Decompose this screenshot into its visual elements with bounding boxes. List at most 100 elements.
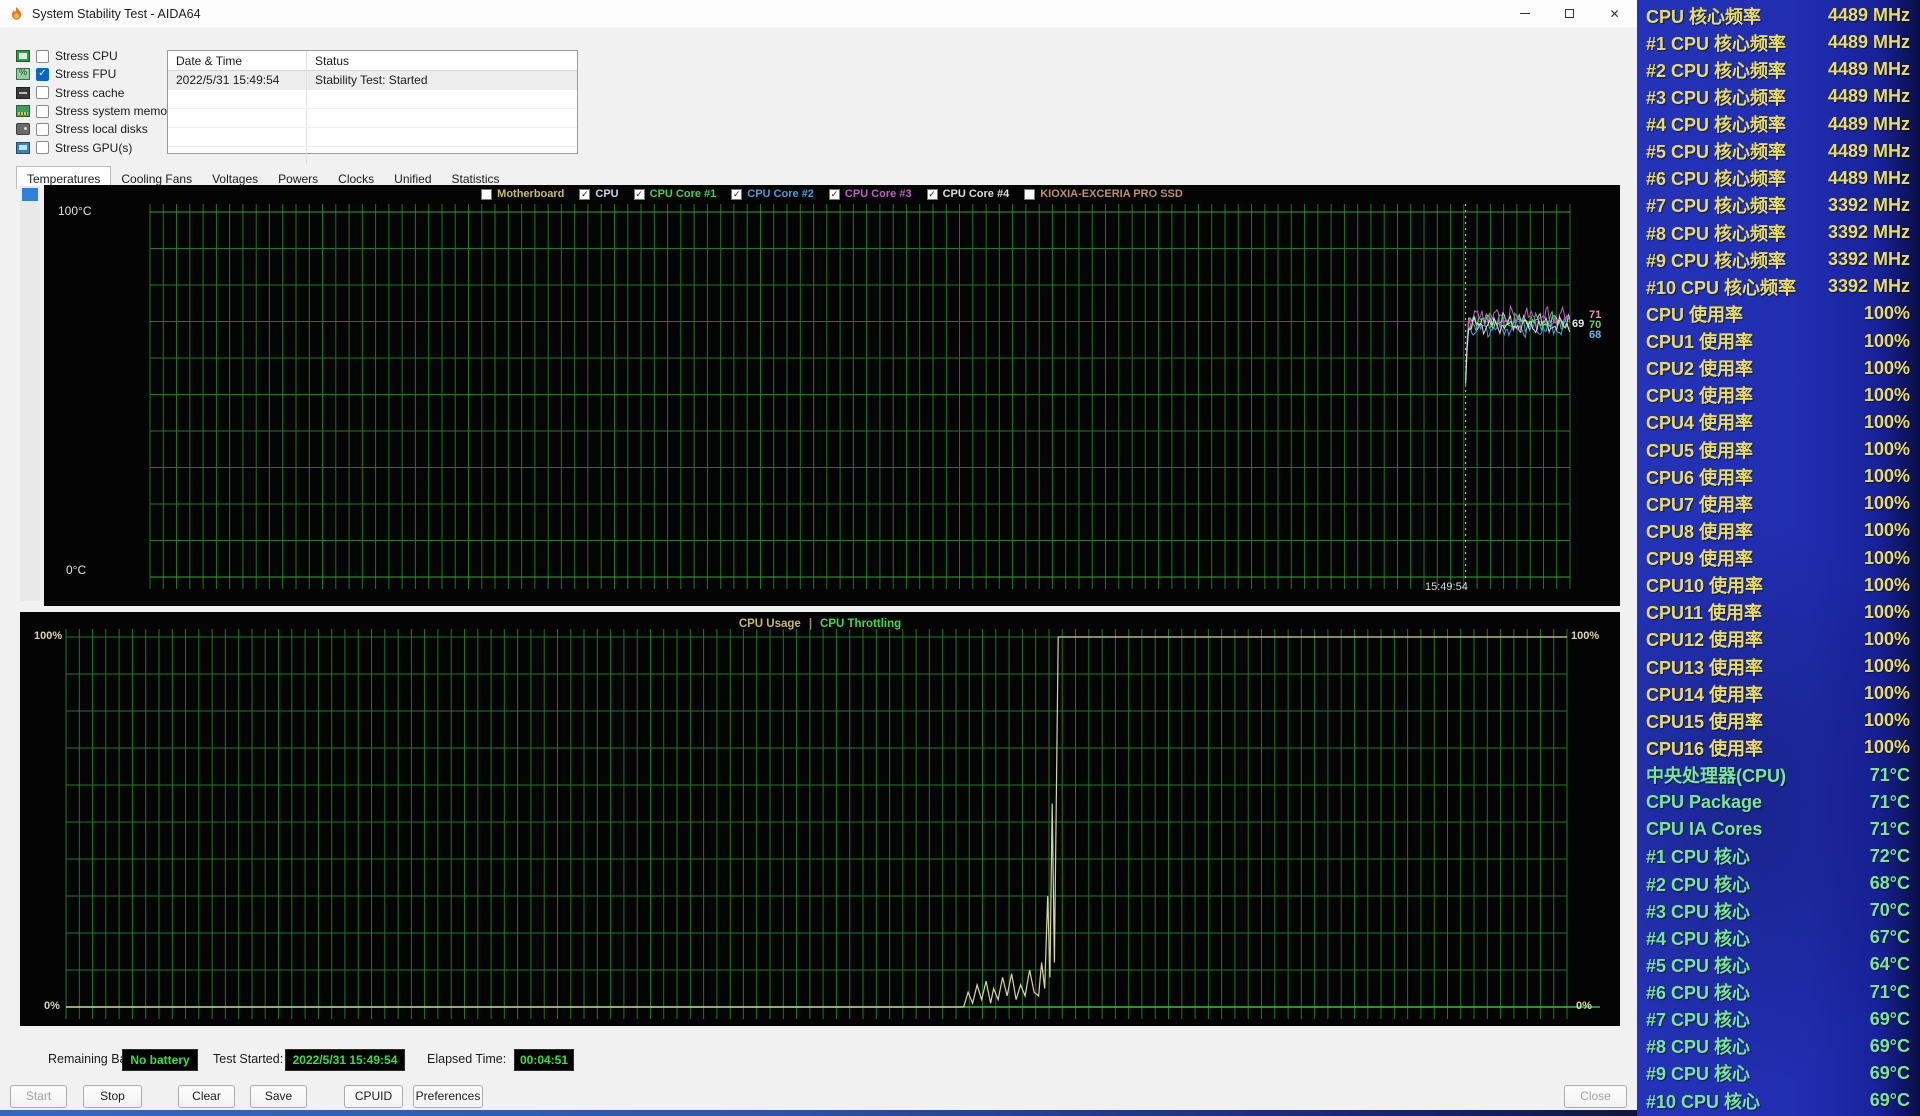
- sidebar-row: #9 CPU 核心 69°C: [1637, 1060, 1920, 1087]
- minimize-icon: [1519, 13, 1530, 14]
- stress-option-checkbox[interactable]: [36, 104, 49, 118]
- stress-option-label: Stress CPU: [55, 49, 118, 64]
- stress-option-row: Stress CPU: [16, 47, 177, 65]
- stress-option-checkbox[interactable]: [36, 122, 49, 136]
- sidebar-row-value: 100%: [1863, 628, 1910, 649]
- legend-item[interactable]: ✓ CPU: [579, 188, 619, 200]
- sidebar-row-value: 100%: [1863, 520, 1910, 541]
- sidebar-row-value: 3392 MHz: [1827, 222, 1910, 243]
- sidebar-row: #7 CPU 核心 69°C: [1637, 1006, 1920, 1033]
- maximize-button[interactable]: [1547, 0, 1592, 27]
- tab-voltages[interactable]: Voltages: [212, 172, 259, 186]
- sidebar-row: CPU12 使用率 100%: [1637, 626, 1920, 653]
- sidebar-row: #2 CPU 核心 68°C: [1637, 870, 1920, 897]
- sidebar-row-label: CPU1 使用率: [1646, 332, 1754, 353]
- temp-chart-scrollbar[interactable]: [20, 186, 40, 601]
- titlebar: System Stability Test - AIDA64 ✕: [0, 0, 1637, 27]
- legend-item[interactable]: ✓ CPU Core #2: [731, 188, 814, 200]
- log-cell-empty: [168, 147, 307, 165]
- sidebar-row-label: #3 CPU 核心频率: [1646, 87, 1787, 108]
- sidebar-row-value: 100%: [1863, 574, 1910, 595]
- sidebar-row-value: 69°C: [1869, 1090, 1910, 1111]
- stress-option-checkbox[interactable]: [36, 141, 49, 155]
- tab-cooling-fans[interactable]: Cooling Fans: [121, 172, 193, 186]
- legend-checkbox[interactable]: ✓: [579, 188, 591, 200]
- sidebar-row: CPU1 使用率 100%: [1637, 328, 1920, 355]
- scrollbar-thumb[interactable]: [22, 188, 38, 201]
- stress-option-checkbox[interactable]: ✓: [36, 67, 49, 81]
- tab-temperatures[interactable]: Temperatures: [16, 166, 112, 189]
- legend-checkbox[interactable]: ✓: [926, 188, 938, 200]
- save-button[interactable]: Save: [250, 1085, 307, 1108]
- sidebar-row-label: #4 CPU 核心: [1646, 928, 1751, 949]
- legend-item[interactable]: ✓ CPU Core #3: [828, 188, 912, 200]
- stress-option-checkbox[interactable]: [36, 49, 49, 63]
- fpu-icon: [16, 67, 30, 81]
- usage-chart-title: CPU Usage | CPU Throttling: [20, 618, 1620, 630]
- column-header-status[interactable]: Status: [315, 54, 350, 68]
- tab-unified[interactable]: Unified: [394, 172, 432, 186]
- legend-label: CPU Core #3: [844, 188, 912, 200]
- legend-checkbox[interactable]: ✓: [731, 188, 743, 200]
- stress-option-row: Stress GPU(s): [16, 138, 177, 156]
- log-table-empty-row: [168, 128, 577, 147]
- cpuid-button[interactable]: CPUID: [344, 1085, 403, 1108]
- sidebar-row: CPU IA Cores 71°C: [1637, 816, 1920, 843]
- sidebar-row: #7 CPU 核心频率 3392 MHz: [1637, 192, 1920, 219]
- sidebar-row: CPU9 使用率 100%: [1637, 545, 1920, 572]
- close-button[interactable]: Close: [1564, 1085, 1627, 1108]
- temp-axis-max-label: 100°C: [58, 204, 92, 218]
- clear-button[interactable]: Clear: [178, 1085, 235, 1108]
- sidebar-row: CPU11 使用率 100%: [1637, 599, 1920, 626]
- stress-option-checkbox[interactable]: [36, 86, 49, 100]
- tab-clocks[interactable]: Clocks: [338, 172, 375, 186]
- sidebar-row: #8 CPU 核心 69°C: [1637, 1033, 1920, 1060]
- sidebar-row-value: 67°C: [1869, 927, 1910, 948]
- sidebar-row-label: CPU Package: [1646, 791, 1763, 812]
- window-controls: ✕: [1502, 0, 1637, 27]
- stop-button[interactable]: Stop: [83, 1085, 142, 1108]
- sidebar-row: CPU14 使用率 100%: [1637, 680, 1920, 707]
- legend-item[interactable]: ✓ CPU Core #4: [926, 188, 1009, 200]
- sidebar-row-value: 4489 MHz: [1827, 5, 1910, 26]
- legend-label: CPU: [595, 188, 619, 200]
- sidebar-row: CPU8 使用率 100%: [1637, 517, 1920, 544]
- sidebar-row-value: 100%: [1863, 547, 1910, 568]
- sidebar-row-label: CPU5 使用率: [1646, 440, 1754, 461]
- sidebar-row: #2 CPU 核心频率 4489 MHz: [1637, 56, 1920, 83]
- stress-option-row: ✓ Stress FPU: [16, 65, 177, 83]
- close-window-button[interactable]: ✕: [1592, 0, 1637, 27]
- sidebar-row-value: 100%: [1863, 439, 1910, 460]
- log-cell-empty: [168, 90, 307, 108]
- preferences-button[interactable]: Preferences: [413, 1085, 483, 1108]
- legend-checkbox[interactable]: ✓: [828, 188, 840, 200]
- sidebar-row-label: CPU9 使用率: [1646, 549, 1754, 570]
- sidebar-row: #5 CPU 核心频率 4489 MHz: [1637, 138, 1920, 165]
- column-header-date-time[interactable]: Date & Time: [168, 51, 307, 70]
- sidebar-row-label: CPU6 使用率: [1646, 467, 1754, 488]
- sidebar-row-value: 100%: [1863, 330, 1910, 351]
- stress-option-label: Stress FPU: [55, 67, 117, 82]
- sidebar-row: #3 CPU 核心 70°C: [1637, 897, 1920, 924]
- legend-checkbox[interactable]: [1024, 188, 1036, 200]
- sidebar-row: #4 CPU 核心频率 4489 MHz: [1637, 111, 1920, 138]
- minimize-button[interactable]: [1502, 0, 1547, 27]
- temp-axis-min-label: 0°C: [66, 563, 87, 577]
- sidebar-row: #8 CPU 核心频率 3392 MHz: [1637, 219, 1920, 246]
- legend-checkbox[interactable]: [481, 188, 493, 200]
- sidebar-row: #4 CPU 核心 67°C: [1637, 924, 1920, 951]
- osd-sidebar: CPU 核心频率 4489 MHz #1 CPU 核心频率 4489 MHz #2 CP…: [1637, 0, 1920, 1116]
- tab-powers[interactable]: Powers: [278, 172, 319, 186]
- legend-checkbox[interactable]: ✓: [633, 188, 645, 200]
- sidebar-row: CPU Package 71°C: [1637, 789, 1920, 816]
- sidebar-row: #5 CPU 核心 64°C: [1637, 951, 1920, 978]
- log-table-body: 2022/5/31 15:49:54 Stability Test: Starte…: [168, 71, 577, 166]
- legend-item[interactable]: Motherboard: [481, 188, 564, 200]
- legend-item[interactable]: ✓ CPU Core #1: [633, 188, 716, 200]
- sidebar-row-label: #7 CPU 核心: [1646, 1010, 1751, 1031]
- tab-statistics[interactable]: Statistics: [451, 172, 500, 186]
- start-button[interactable]: Start: [10, 1085, 67, 1108]
- log-table-row[interactable]: 2022/5/31 15:49:54 Stability Test: Starte…: [168, 71, 577, 90]
- legend-item[interactable]: KIOXIA-EXCERIA PRO SSD: [1024, 188, 1183, 200]
